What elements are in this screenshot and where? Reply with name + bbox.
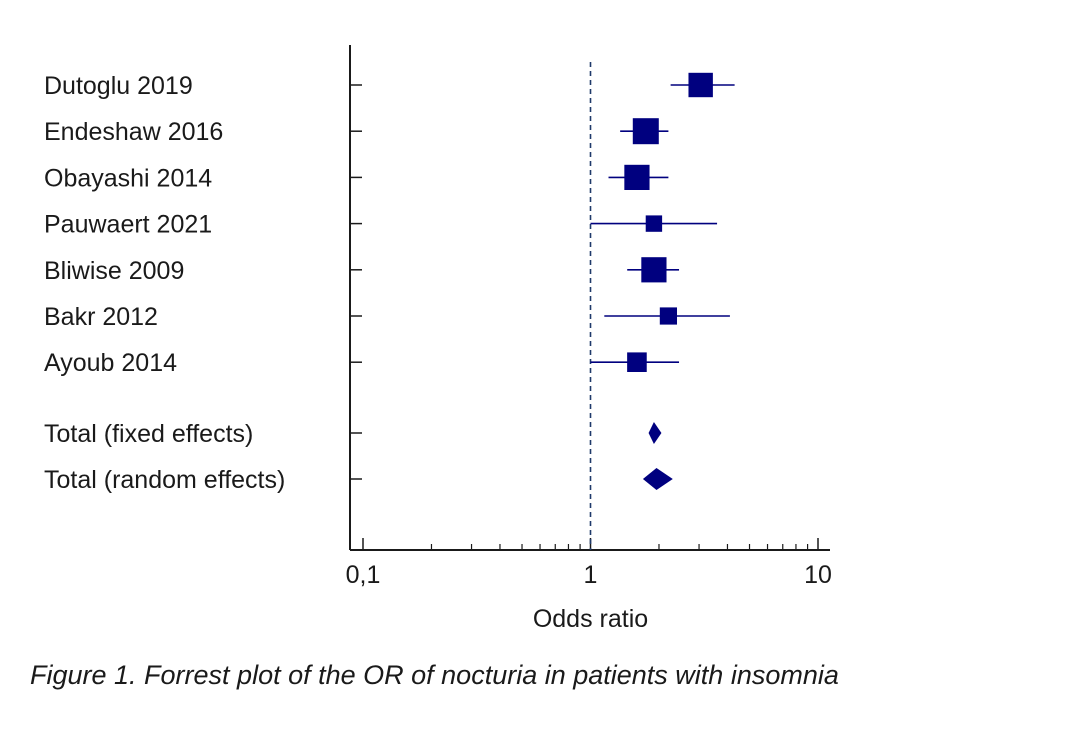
study-label: Dutoglu 2019: [44, 72, 193, 100]
point-estimate: [627, 352, 647, 372]
point-estimate: [688, 72, 713, 98]
study-label: Bakr 2012: [44, 303, 158, 331]
x-axis-title: Odds ratio: [533, 605, 648, 633]
point-estimate: [632, 118, 659, 145]
x-tick-label: 10: [804, 561, 832, 589]
study-label: Pauwaert 2021: [44, 211, 212, 239]
x-tick-label: 0,1: [346, 561, 381, 589]
axes: 0,1 1 10 Odds ratio: [346, 45, 832, 633]
point-estimate: [659, 307, 678, 325]
forest-plot: Dutoglu 2019 Endeshaw 2016 Obayashi 2014 Pa…: [44, 45, 832, 633]
study-labels: Dutoglu 2019 Endeshaw 2016 Obayashi 2014 Pa…: [44, 72, 285, 494]
point-estimate: [624, 164, 650, 190]
figure-caption: Figure 1. Forrest plot of the OR of noct…: [30, 660, 839, 690]
plot-marks: [590, 72, 735, 490]
point-estimate: [641, 257, 667, 283]
summary-diamond: [642, 468, 673, 490]
total-label: Total (fixed effects): [44, 420, 253, 448]
x-tick-label: 1: [584, 561, 598, 589]
point-estimate: [645, 215, 663, 232]
study-label: Ayoub 2014: [44, 349, 177, 377]
study-label: Obayashi 2014: [44, 164, 212, 192]
summary-diamond: [648, 422, 662, 444]
study-label: Bliwise 2009: [44, 257, 184, 285]
total-label: Total (random effects): [44, 466, 285, 494]
study-label: Endeshaw 2016: [44, 118, 223, 146]
